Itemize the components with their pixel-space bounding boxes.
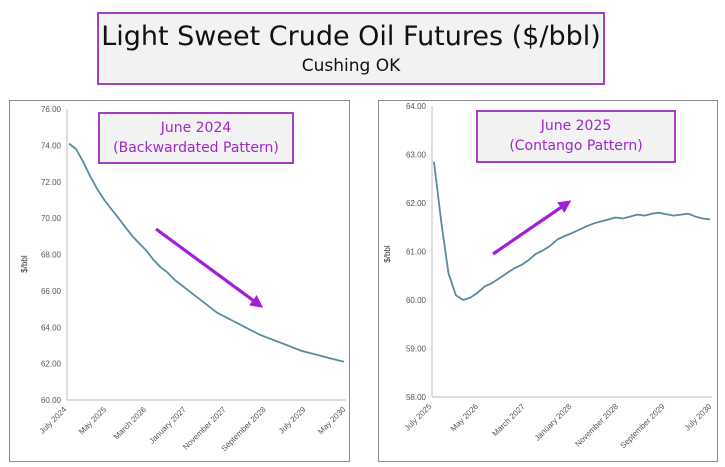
- x-tick-label: May 2026: [449, 402, 481, 434]
- axes: [66, 109, 346, 401]
- y-tick-label: 76.00: [41, 105, 62, 114]
- x-tick-label: July 2029: [277, 405, 308, 436]
- annotation-line-1: June 2024: [160, 120, 232, 136]
- x-tick-label: November 2028: [573, 402, 620, 449]
- series-line: [433, 161, 711, 301]
- axes: [431, 106, 712, 398]
- y-tick-label: 59.00: [406, 345, 427, 354]
- annotation-box-contango: June 2025 (Contango Pattern): [476, 110, 676, 163]
- y-tick-label: 70.00: [41, 214, 62, 223]
- x-tick-label: March 2026: [112, 405, 149, 442]
- x-tick-label: July 2024: [38, 405, 69, 436]
- y-tick-label: 62.00: [41, 360, 62, 369]
- x-tick-label: March 2027: [491, 402, 528, 439]
- x-tick-label: July 2030: [683, 402, 714, 433]
- y-tick-label: 64.00: [406, 102, 427, 111]
- x-tick-label: September 2029: [619, 402, 668, 451]
- chart-title: Light Sweet Crude Oil Futures ($/bbl): [101, 21, 601, 52]
- y-axis-label: $/bbl: [20, 255, 29, 273]
- chart-panel-june-2024: 76.00 74.00 72.00 70.00 68.00 66.00 64.00 62.00…: [9, 100, 350, 462]
- y-axis-label: $/bbl: [383, 245, 392, 263]
- y-tick-label: 66.00: [41, 287, 62, 296]
- backwardation-chart: 76.00 74.00 72.00 70.00 68.00 66.00 64.00 62.00…: [20, 105, 348, 453]
- title-box: Light Sweet Crude Oil Futures ($/bbl) Cu…: [97, 12, 605, 85]
- y-tick-label: 63.00: [406, 151, 427, 160]
- y-tick-label: 74.00: [41, 141, 62, 150]
- annotation-line-1: June 2025: [540, 118, 612, 134]
- annotation-line-2: (Backwardated Pattern): [113, 140, 279, 156]
- chart-subtitle: Cushing OK: [301, 56, 401, 76]
- y-tick-label: 62.00: [406, 199, 427, 208]
- y-tick-label: 61.00: [406, 248, 427, 257]
- y-tick-label: 60.00: [41, 396, 62, 405]
- y-tick-label: 58.00: [406, 393, 427, 402]
- x-tick-label: July 2025: [403, 402, 434, 433]
- y-tick-label: 64.00: [41, 323, 62, 332]
- y-tick-label: 72.00: [41, 178, 62, 187]
- trend-arrow: [492, 200, 572, 256]
- x-tick-label: January 2027: [147, 405, 188, 446]
- annotation-line-2: (Contango Pattern): [509, 138, 643, 154]
- series-line: [68, 142, 345, 363]
- contango-chart: 64.00 63.00 62.00 61.00 60.00 59.00 58.00 $/bbl…: [383, 102, 714, 451]
- y-tick-label: 68.00: [41, 251, 62, 260]
- y-tick-label: 60.00: [406, 296, 427, 305]
- x-tick-label: January 2028: [533, 402, 574, 443]
- annotation-box-backwardation: June 2024 (Backwardated Pattern): [98, 112, 294, 164]
- x-tick-label: May 2025: [77, 405, 109, 437]
- x-tick-label: May 2030: [316, 405, 348, 437]
- trend-arrow: [155, 227, 264, 308]
- chart-panel-june-2025: 64.00 63.00 62.00 61.00 60.00 59.00 58.00 $/bbl…: [378, 100, 718, 462]
